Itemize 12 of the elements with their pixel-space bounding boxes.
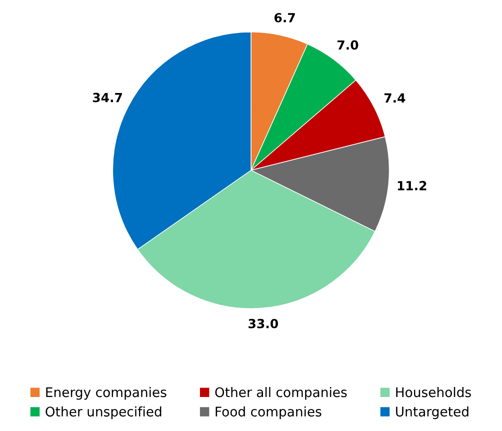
data-label: 11.2: [398, 180, 426, 190]
data-label: 7.4: [384, 93, 406, 103]
legend-label: Households: [396, 386, 471, 398]
data-label: 7.0: [338, 40, 358, 50]
legend-label: Untargeted: [396, 406, 468, 420]
data-label: 33.0: [248, 318, 278, 328]
legend-label: Food companies: [216, 406, 322, 420]
legend-label: Other unspecified: [46, 406, 162, 420]
data-label: 34.7: [92, 92, 122, 102]
data-label: 6.7: [274, 12, 295, 22]
legend-label: Energy companies: [46, 386, 166, 400]
legend-label: Other all companies: [215, 386, 347, 400]
